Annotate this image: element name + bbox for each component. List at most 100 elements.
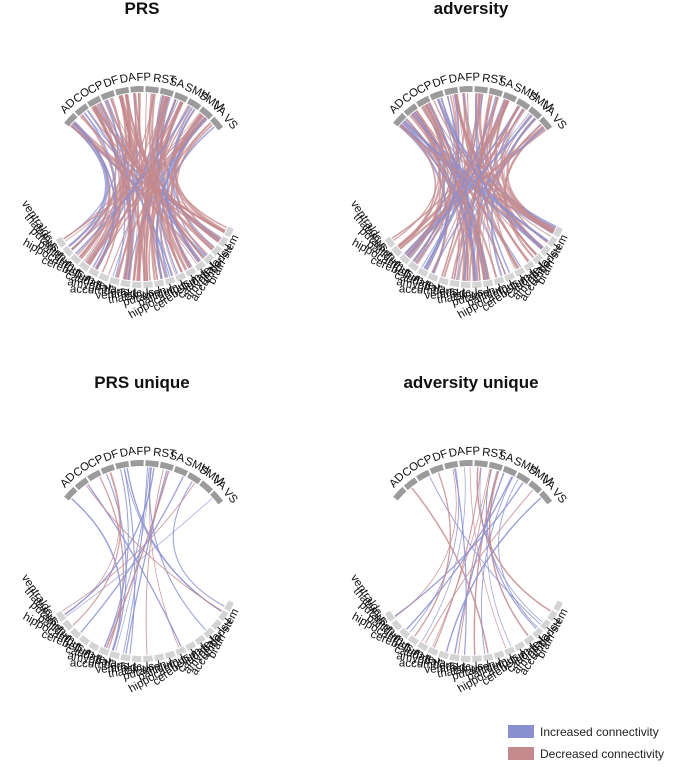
- node-arc-ad: [393, 486, 407, 501]
- panel-title: PRS unique: [94, 373, 189, 392]
- node-arc-amygdala-r: [120, 653, 131, 662]
- chord-increased: [83, 112, 117, 268]
- node-arc-hippocampus-l: [514, 267, 526, 277]
- node-label-fp: FP: [136, 71, 152, 84]
- node-arc-pallidum-l: [175, 272, 187, 282]
- node-label-da: DA: [448, 71, 466, 86]
- chord-decreased: [80, 95, 127, 260]
- chord-decreased: [87, 93, 141, 265]
- node-label-accumbens-r: accumbens-r: [399, 283, 466, 299]
- chord-decreased: [455, 93, 469, 280]
- node-arc-sa: [159, 87, 174, 97]
- node-label-fp: FP: [465, 445, 481, 458]
- chord-increased: [431, 127, 545, 274]
- chord-decreased: [432, 468, 491, 647]
- node-label-vs: VS: [549, 487, 568, 507]
- chord-decreased: [500, 105, 555, 232]
- node-arc-pallidum-l: [504, 272, 516, 282]
- node-arc-putamen-l: [164, 276, 176, 286]
- node-arc-putamen-r: [70, 253, 82, 265]
- node-arc-co: [403, 477, 418, 491]
- node-arc-pallidum-r: [407, 261, 419, 272]
- node-label-df: DF: [102, 448, 121, 465]
- node-arc-ventraldc-r: [55, 610, 67, 622]
- chord-increased: [424, 94, 460, 270]
- node-arc-ad: [64, 486, 78, 501]
- node-arc-smh: [173, 465, 189, 477]
- chord-links: [394, 467, 551, 655]
- legend-label-increased: Increased connectivity: [540, 725, 659, 739]
- node-arc-amygdala-l: [211, 245, 222, 257]
- node-arc-accumbens-r: [131, 281, 142, 288]
- node-arc-thalamus-l: [154, 653, 165, 662]
- chord-decreased: [134, 93, 187, 271]
- node-arc-df: [429, 464, 444, 475]
- node-arc-fp: [459, 86, 473, 93]
- node-arc-sa: [488, 461, 503, 471]
- chord-decreased: [117, 93, 155, 279]
- node-arc-cp: [416, 469, 431, 482]
- node-arc-amygdala-r: [120, 279, 131, 288]
- chord-increased: [71, 498, 122, 651]
- chord-decreased: [422, 105, 451, 274]
- node-arc-smh: [173, 91, 189, 103]
- node-arc-co: [403, 103, 418, 117]
- chord-decreased: [151, 93, 192, 268]
- chord-increased: [406, 476, 513, 630]
- node-arc-ventraldc-l: [143, 655, 153, 662]
- chord-increased: [106, 473, 127, 651]
- chord-increased: [80, 476, 184, 633]
- chord-increased: [409, 468, 460, 633]
- node-arc-pallidum-l: [504, 646, 516, 656]
- node-label-sa: SA: [497, 450, 515, 466]
- chord-decreased: [476, 467, 551, 612]
- node-arc-amygdala-l: [540, 245, 551, 257]
- chord-links: [391, 93, 557, 282]
- node-arc-caudate-r: [438, 276, 449, 286]
- chord-decreased: [487, 105, 519, 278]
- chord-decreased: [70, 125, 197, 264]
- node-arc-brain-stem: [224, 226, 234, 238]
- chord-decreased: [414, 472, 451, 637]
- node-label-rst: RST: [153, 447, 177, 461]
- node-label-ventraldc-l: ventraldc-l: [424, 661, 478, 676]
- node-arc-brain-stem: [224, 600, 234, 612]
- chord-decreased: [473, 470, 499, 655]
- node-arc-smm: [187, 98, 202, 111]
- legend-swatch-decreased: [508, 747, 534, 760]
- chord-increased: [125, 470, 168, 654]
- chord-decreased: [145, 96, 168, 281]
- chord-decreased: [72, 472, 121, 626]
- node-arc-accumbens-r: [460, 655, 471, 662]
- chord-decreased: [77, 103, 117, 256]
- chord-decreased: [62, 482, 196, 612]
- chord-decreased: [488, 470, 529, 637]
- chord-increased: [66, 498, 213, 617]
- chord-decreased: [133, 93, 162, 280]
- node-label-vs: VS: [220, 113, 239, 133]
- node-arc-hippocampus-l: [185, 267, 197, 277]
- node-label-vs: VS: [549, 113, 568, 133]
- node-arc-thalamus-l: [483, 653, 494, 662]
- chord-decreased: [145, 469, 164, 655]
- node-arc-rst: [145, 86, 160, 94]
- node-label-ventraldc-l: ventraldc-l: [95, 287, 149, 302]
- node-label-accumbens-r: accumbens-r: [70, 283, 137, 299]
- node-arc-thalamus-r: [62, 619, 74, 631]
- chord-increased: [453, 468, 467, 655]
- node-arc-cerebellum-l: [194, 260, 206, 272]
- chord-increased: [86, 109, 174, 277]
- node-arc-pallidum-r: [78, 261, 90, 272]
- node-arc-pallidum-l: [175, 646, 187, 656]
- node-label-vs: VS: [220, 487, 239, 507]
- panel-title: adversity unique: [403, 373, 538, 392]
- chord-decreased: [415, 109, 488, 280]
- node-label-rst: RST: [153, 73, 177, 87]
- node-label-sa: SA: [497, 76, 515, 92]
- node-arc-ventraldc-r: [384, 610, 396, 622]
- node-arc-accumbens-r: [131, 655, 142, 662]
- node-arc-brain-stem: [553, 226, 563, 238]
- node-arc-rst: [474, 460, 489, 468]
